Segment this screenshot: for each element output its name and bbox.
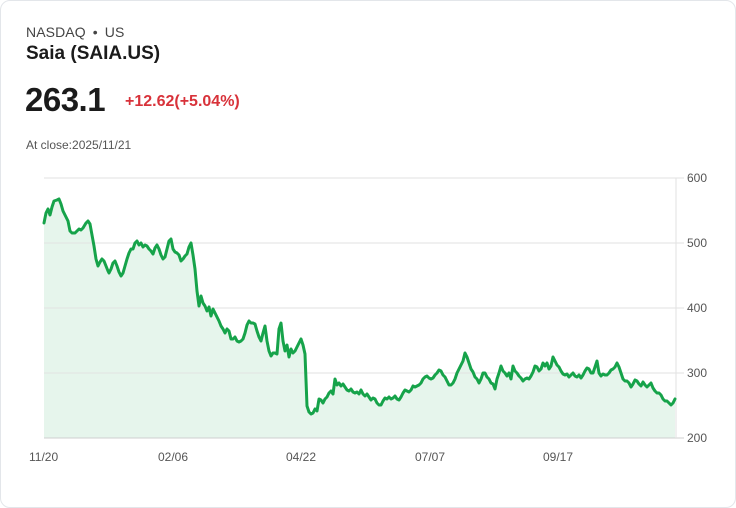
x-tick-label: 11/20	[29, 450, 59, 464]
price-area	[44, 199, 675, 438]
current-price: 263.1	[25, 81, 106, 118]
y-tick-label: 600	[687, 171, 708, 185]
exchange-line: NASDAQ • US	[26, 24, 124, 40]
chart-canvas[interactable]	[1, 161, 736, 481]
x-tick-label: 07/07	[415, 450, 446, 464]
close-timestamp: At close:2025/11/21	[26, 138, 132, 152]
separator-dot: •	[92, 24, 98, 40]
price-chart[interactable]: 600 500 400 300 200 11/20 02/06 04/22 07/07 09/1…	[1, 161, 736, 481]
y-tick-label: 400	[687, 301, 708, 315]
x-tick-label: 04/22	[286, 450, 317, 464]
price-change: +12.62(+5.04%)	[125, 93, 240, 110]
x-tick-label: 09/17	[543, 450, 574, 464]
x-tick-label: 02/06	[158, 450, 189, 464]
y-tick-label: 500	[687, 236, 708, 250]
stock-name: Saia (SAIA.US)	[26, 43, 161, 64]
y-tick-label: 200	[687, 431, 708, 445]
exchange-name: NASDAQ	[26, 24, 86, 40]
region: US	[104, 24, 125, 40]
y-tick-label: 300	[687, 366, 708, 380]
price-line	[42, 197, 677, 416]
